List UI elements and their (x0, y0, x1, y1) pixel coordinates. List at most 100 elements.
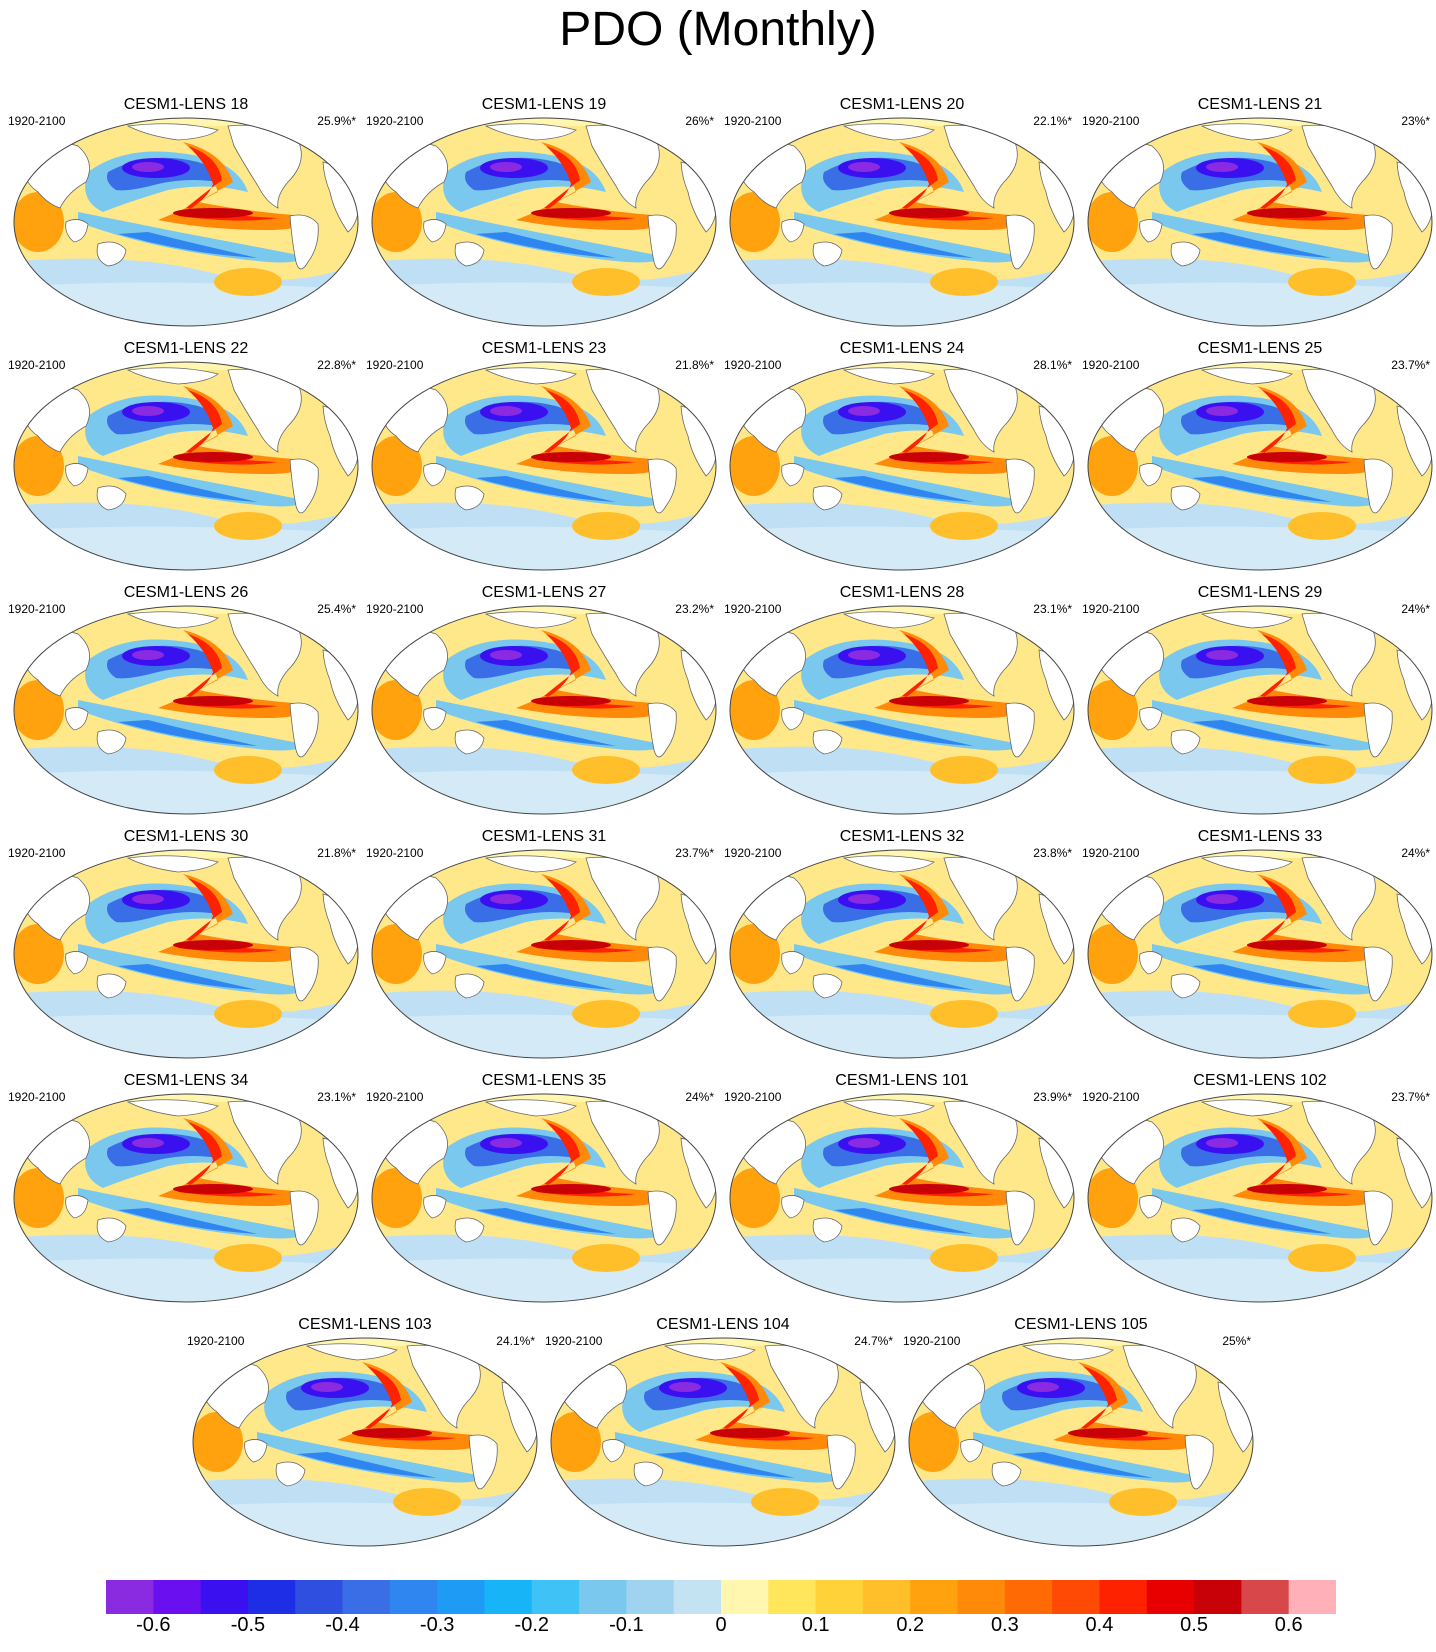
pdo-map (13, 605, 359, 815)
panel-variance-percent: 24.1%* (496, 1334, 535, 1348)
colorbar-tick-label: 0 (715, 1614, 727, 1636)
map-panel: CESM1-LENS 18 1920-2100 25.9%* (8, 96, 364, 336)
panel-variance-percent: 23.1%* (1033, 602, 1072, 616)
panel-period: 1920-2100 (366, 114, 424, 128)
pdo-map (1087, 117, 1433, 327)
colorbar-tick-label: 0.1 (801, 1614, 830, 1636)
panel-title: CESM1-LENS 104 (656, 1316, 790, 1333)
pdo-map (550, 1337, 896, 1547)
map-panel: CESM1-LENS 101 1920-2100 23.9%* (724, 1072, 1080, 1312)
panel-title: CESM1-LENS 20 (839, 96, 965, 113)
panel-period: 1920-2100 (724, 602, 782, 616)
panel-period: 1920-2100 (8, 846, 66, 860)
colorbar-swatch (200, 1580, 249, 1614)
panel-period: 1920-2100 (366, 846, 424, 860)
pdo-map (13, 849, 359, 1059)
panel-title: CESM1-LENS 35 (481, 1072, 607, 1089)
panel-title: CESM1-LENS 24 (839, 340, 965, 357)
pdo-map (192, 1337, 538, 1547)
map-panel: CESM1-LENS 23 1920-2100 21.8%* (366, 340, 722, 580)
panel-title: CESM1-LENS 27 (481, 584, 607, 601)
panel-variance-percent: 22.1%* (1033, 114, 1072, 128)
panel-variance-percent: 28.1%* (1033, 358, 1072, 372)
pdo-map (371, 361, 717, 571)
panel-variance-percent: 23%* (1401, 114, 1430, 128)
map-panel: CESM1-LENS 27 1920-2100 23.2%* (366, 584, 722, 824)
pdo-map (729, 849, 1075, 1059)
colorbar-tick-label: -0.2 (514, 1614, 549, 1636)
panel-period: 1920-2100 (8, 114, 66, 128)
colorbar-swatch (673, 1580, 722, 1614)
panel-title: CESM1-LENS 26 (123, 584, 249, 601)
panel-variance-percent: 22.8%* (317, 358, 356, 372)
map-panel: CESM1-LENS 22 1920-2100 22.8%* (8, 340, 364, 580)
colorbar-swatch (247, 1580, 296, 1614)
panel-period: 1920-2100 (724, 358, 782, 372)
colorbar (106, 1580, 1336, 1614)
map-panel: CESM1-LENS 103 1920-2100 24.1%* (187, 1316, 543, 1556)
panel-variance-percent: 24%* (1401, 602, 1430, 616)
panel-title: CESM1-LENS 101 (835, 1072, 969, 1089)
pdo-map (371, 605, 717, 815)
pdo-map (13, 361, 359, 571)
map-panel: CESM1-LENS 105 1920-2100 25%* (903, 1316, 1259, 1556)
panel-variance-percent: 23.7%* (1391, 1090, 1430, 1104)
panel-period: 1920-2100 (1082, 114, 1140, 128)
colorbar-swatch (910, 1580, 959, 1614)
panel-variance-percent: 25.9%* (317, 114, 356, 128)
colorbar-tick-label: -0.4 (325, 1614, 360, 1636)
pdo-map (729, 361, 1075, 571)
panel-period: 1920-2100 (724, 846, 782, 860)
panel-title: CESM1-LENS 32 (839, 828, 965, 845)
pdo-map (1087, 605, 1433, 815)
pdo-map (729, 117, 1075, 327)
panel-variance-percent: 23.2%* (675, 602, 714, 616)
panel-period: 1920-2100 (903, 1334, 961, 1348)
pdo-map (1087, 361, 1433, 571)
panel-variance-percent: 21.8%* (317, 846, 356, 860)
panel-variance-percent: 23.7%* (1391, 358, 1430, 372)
panel-period: 1920-2100 (1082, 1090, 1140, 1104)
panel-title: CESM1-LENS 29 (1197, 584, 1323, 601)
colorbar-tick-label: -0.3 (419, 1614, 455, 1636)
colorbar-swatch (1288, 1580, 1336, 1614)
colorbar-tick-label: 0.4 (1085, 1614, 1114, 1636)
map-panel: CESM1-LENS 102 1920-2100 23.7%* (1082, 1072, 1436, 1312)
colorbar-swatch (1004, 1580, 1053, 1614)
panel-variance-percent: 23.8%* (1033, 846, 1072, 860)
pdo-map (13, 117, 359, 327)
map-panel: CESM1-LENS 24 1920-2100 28.1%* (724, 340, 1080, 580)
colorbar-swatch (342, 1580, 391, 1614)
map-panel: CESM1-LENS 19 1920-2100 26%* (366, 96, 722, 336)
map-panel: CESM1-LENS 21 1920-2100 23%* (1082, 96, 1436, 336)
map-panel: CESM1-LENS 35 1920-2100 24%* (366, 1072, 722, 1312)
panel-period: 1920-2100 (1082, 846, 1140, 860)
panel-period: 1920-2100 (545, 1334, 603, 1348)
colorbar-swatch (768, 1580, 817, 1614)
colorbar-swatch (721, 1580, 769, 1614)
colorbar-tick-label: 0.6 (1274, 1614, 1303, 1636)
panel-period: 1920-2100 (1082, 602, 1140, 616)
panel-period: 1920-2100 (8, 602, 66, 616)
pdo-map (13, 1093, 359, 1303)
pdo-map (729, 605, 1075, 815)
panel-period: 1920-2100 (724, 114, 782, 128)
panel-period: 1920-2100 (366, 358, 424, 372)
panel-period: 1920-2100 (1082, 358, 1140, 372)
colorbar-swatch (1241, 1580, 1290, 1614)
map-panel: CESM1-LENS 29 1920-2100 24%* (1082, 584, 1436, 824)
panel-title: CESM1-LENS 21 (1197, 96, 1323, 113)
panel-title: CESM1-LENS 22 (123, 340, 249, 357)
map-panel: CESM1-LENS 34 1920-2100 23.1%* (8, 1072, 364, 1312)
panel-variance-percent: 23.1%* (317, 1090, 356, 1104)
panel-title: CESM1-LENS 19 (481, 96, 607, 113)
panel-variance-percent: 25.4%* (317, 602, 356, 616)
colorbar-swatch (106, 1580, 154, 1614)
panel-period: 1920-2100 (187, 1334, 245, 1348)
colorbar-swatch (815, 1580, 864, 1614)
colorbar-swatch (862, 1580, 911, 1614)
panel-period: 1920-2100 (724, 1090, 782, 1104)
colorbar-swatch (389, 1580, 438, 1614)
colorbar-tick-label: -0.1 (609, 1614, 644, 1636)
panel-title: CESM1-LENS 102 (1193, 1072, 1327, 1089)
